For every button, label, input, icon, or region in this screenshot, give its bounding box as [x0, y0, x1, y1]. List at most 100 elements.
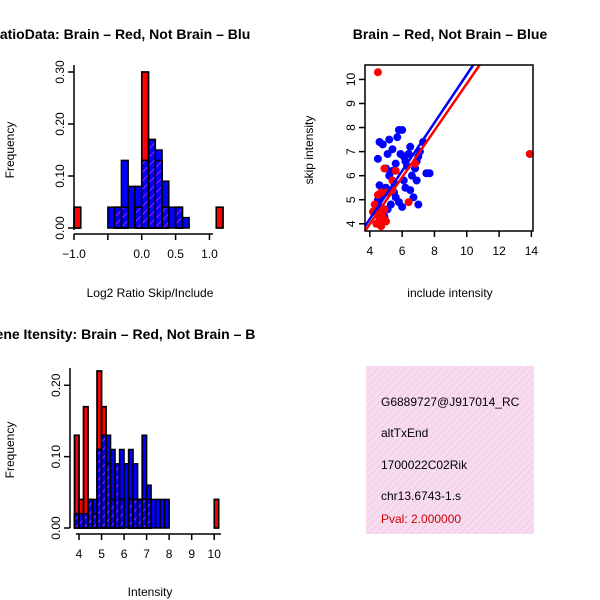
probe-id: G6889727@J917014_RC	[381, 395, 520, 409]
ratio-bar-overlap-3	[134, 206, 143, 229]
info-box-hatch	[366, 366, 534, 534]
ratio-bar-outline-2	[120, 206, 129, 229]
ratio-xtick-label: 0.5	[167, 247, 184, 261]
ratio-bar-overlap-5	[147, 138, 157, 229]
ratio-bars	[73, 71, 224, 229]
ratio-bar-brain-9	[215, 206, 224, 229]
event-type: altTxEnd	[381, 426, 428, 440]
ratio-xtick-label: 0.0	[133, 247, 150, 261]
intensity-bar-notbrain-20	[163, 498, 170, 529]
scatter-point-red-3	[380, 164, 389, 173]
ratio-xtick-label: 1.0	[201, 247, 218, 261]
scatter-y-label: skip intensity	[302, 116, 316, 185]
ratio-bar-overlap-8	[174, 206, 184, 229]
scatter-xtick-label: 14	[525, 244, 539, 258]
ratio-ytick-label: 0.30	[53, 60, 67, 84]
scatter-frame	[364, 64, 534, 232]
intensity-xtick-label: 10	[208, 547, 222, 561]
scatter-point-blue-43	[409, 193, 418, 202]
scatter-ytick-label: 9	[344, 100, 358, 107]
info-panel: G6889727@J917014_RC altTxEnd 1700022C02R…	[366, 366, 534, 534]
scatter-point-red-11	[377, 222, 386, 231]
ratio-bar-overlap-1	[113, 206, 123, 229]
ratio-bar-overlap-6	[154, 159, 163, 229]
intensity-bar-outline-16	[213, 498, 220, 529]
scatter-point-blue-6	[388, 145, 397, 154]
scatter-point-red-19	[382, 217, 390, 226]
scatter-ytick-label: 5	[344, 196, 358, 203]
scatter-ytick-label: 7	[344, 148, 358, 155]
scatter-point-blue-26	[425, 169, 434, 178]
info-box: G6889727@J917014_RC altTxEnd 1700022C02R…	[366, 366, 534, 534]
intensity-y-label: Frequency	[3, 422, 17, 479]
scatter-fit-line-blue	[363, 64, 475, 227]
scatter-point-blue-33	[406, 186, 415, 195]
ratio-ytick-label: 0.20	[53, 112, 67, 136]
scatter-xtick-label: 10	[460, 244, 474, 258]
scatter-point-blue-19	[407, 171, 416, 180]
ratio-bar-overlap-4	[140, 159, 150, 229]
ratio-xtick-label: −1.0	[62, 247, 86, 261]
scatter-panel: Brain – Red, Not Brain – Blue 4 6 8 10 12 14 4…	[302, 26, 547, 300]
ratio-bar-notbrain-9	[168, 206, 177, 229]
intensity-xtick-label: 9	[188, 547, 195, 561]
scatter-xtick-label: 12	[492, 244, 506, 258]
scatter-point-red-1	[525, 150, 534, 159]
scatter-point-blue-18	[406, 142, 415, 151]
scatter-point-blue-9	[391, 159, 400, 168]
ratio-bar-outline-8	[174, 206, 184, 229]
intensity-chart-title: Gene Itensity: Brain – Red, Not Brain – …	[0, 326, 255, 342]
scatter-point-blue-10	[393, 133, 402, 142]
ratio-bar-brain-0	[73, 206, 82, 229]
intensity-xtick-label: 6	[121, 547, 128, 561]
intensity-bar-outline-15	[145, 498, 152, 529]
scatter-xtick-label: 4	[367, 244, 374, 258]
scatter-ytick-label: 6	[344, 172, 358, 179]
intensity-ytick-label: 0.00	[49, 516, 63, 540]
scatter-point-blue-4	[383, 150, 392, 159]
ratio-bar-notbrain-0	[107, 206, 116, 229]
intensity-x-label: Intensity	[128, 585, 173, 599]
intensity-bar-outline-0	[73, 434, 80, 529]
scatter-ticks: 4 6 8 10 12 14 4 5 6 7 8 9 10	[344, 72, 538, 258]
ratio-y-label: Frequency	[3, 122, 17, 179]
scatter-point-red-15	[391, 166, 400, 175]
scatter-point-blue-5	[385, 135, 394, 144]
ratio-bar-outline-7	[161, 206, 170, 229]
intensity-bars	[73, 370, 220, 529]
scatter-point-red-0	[373, 68, 382, 77]
ratio-bar-overlap-2	[120, 206, 129, 229]
intensity-bar-outline-10	[118, 498, 125, 529]
intensity-xtick-label: 7	[143, 547, 150, 561]
scatter-point-blue-2	[373, 154, 382, 163]
scatter-point-blue-1	[378, 140, 387, 149]
scatter-chart-title: Brain – Red, Not Brain – Blue	[353, 26, 548, 42]
ratio-bar-notbrain-11	[181, 216, 190, 229]
scatter-point-blue-34	[375, 181, 384, 190]
gene-symbol: 1700022C02Rik	[381, 458, 468, 472]
scatter-fit-lines	[363, 64, 481, 232]
pval: Pval: 2.000000	[381, 512, 461, 526]
scatter-xtick-label: 6	[399, 244, 406, 258]
scatter-fit-line-red	[363, 64, 481, 232]
intensity-xtick-label: 4	[76, 547, 83, 561]
ratio-bar-outline-6	[154, 159, 163, 229]
intensity-ytick-label: 0.20	[49, 373, 63, 397]
ratio-ytick-label: 0.10	[53, 164, 67, 188]
scatter-ytick-label: 8	[344, 124, 358, 131]
intensity-bar-outline-7	[105, 463, 112, 529]
scatter-ytick-label: 4	[344, 220, 358, 227]
intensity-bar-outline-2	[82, 405, 89, 529]
scatter-point-red-13	[404, 198, 413, 207]
ratio-chart-title: RatioData: Brain – Red, Not Brain – Blu	[0, 26, 250, 42]
scatter-x-label: include intensity	[407, 286, 492, 300]
scatter-point-blue-30	[398, 202, 407, 211]
ratio-bar-overlap-7	[161, 206, 170, 229]
scatter-point-blue-44	[414, 200, 423, 209]
ratio-histogram-panel: RatioData: Brain – Red, Not Brain – Blu …	[0, 26, 250, 300]
intensity-bar-outline-9	[114, 463, 121, 529]
ratio-ticks: −1.0 0.0 0.5 1.0 0.00 0.10 0.20 0.30	[53, 60, 218, 261]
scatter-point-blue-49	[412, 176, 421, 185]
intensity-ticks: 4 5 6 7 8 9 10 0.00 0.10 0.20	[49, 373, 221, 561]
